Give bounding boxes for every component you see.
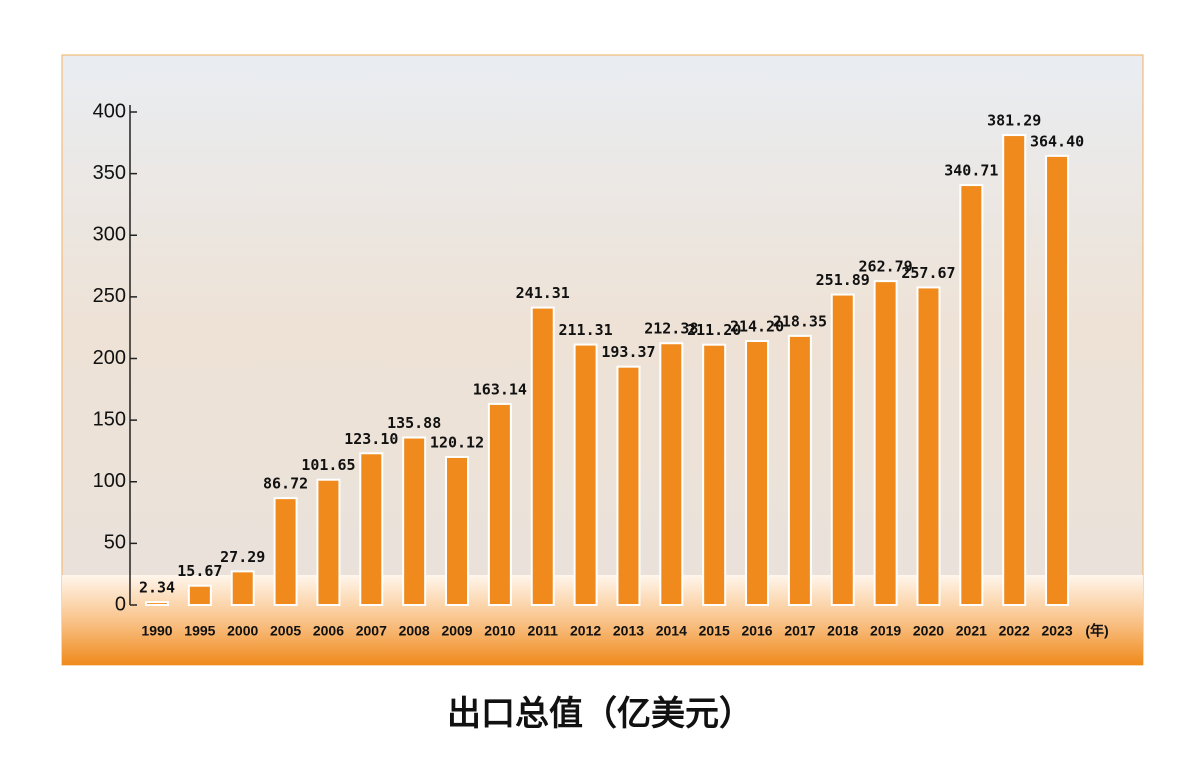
x-tick-label: 2020 (913, 623, 944, 639)
value-label: 257.67 (901, 264, 955, 282)
value-label: 135.88 (387, 414, 441, 432)
x-tick-label: 2018 (827, 623, 858, 639)
y-tick-label: 200 (93, 347, 126, 369)
bar (230, 570, 255, 606)
x-tick-label: 1995 (184, 623, 215, 639)
bar (702, 343, 727, 606)
value-label: 86.72 (263, 475, 308, 493)
bar (745, 339, 770, 606)
bar (187, 584, 212, 606)
bar (145, 601, 169, 607)
value-label: 262.79 (859, 258, 913, 276)
value-label: 120.12 (430, 433, 484, 451)
bar (616, 365, 641, 606)
value-label: 193.37 (601, 343, 655, 361)
x-tick-label: 2000 (227, 623, 258, 639)
bar (359, 452, 384, 606)
y-tick-label: 100 (93, 470, 126, 492)
bar (530, 306, 555, 606)
bar (659, 342, 684, 606)
x-tick-label: 2006 (313, 623, 344, 639)
bar (959, 184, 984, 606)
bar (445, 455, 470, 606)
y-tick-label: 350 (93, 162, 126, 184)
x-tick-label: 2012 (570, 623, 601, 639)
x-tick-label: 2005 (270, 623, 301, 639)
x-tick-label: 2008 (399, 623, 430, 639)
bar (873, 280, 898, 606)
value-label: 211.31 (559, 321, 613, 339)
value-label: 2.34 (139, 579, 175, 597)
y-tick-label: 0 (115, 593, 126, 615)
y-tick-label: 150 (93, 408, 126, 430)
chart-title: 出口总值（亿美元） (447, 694, 753, 733)
value-label: 15.67 (177, 562, 222, 580)
value-label: 340.71 (944, 162, 998, 180)
x-tick-label: 2013 (613, 623, 644, 639)
x-tick-label: 2016 (741, 623, 772, 639)
bar (316, 478, 341, 606)
y-tick-label: 50 (104, 532, 126, 554)
x-tick-label: 2019 (870, 623, 901, 639)
value-label: 214.20 (730, 317, 784, 335)
x-tick-label: 2011 (528, 623, 559, 639)
bar (273, 497, 298, 607)
value-label: 218.35 (773, 312, 827, 330)
value-label: 123.10 (344, 430, 398, 448)
value-label: 211.20 (687, 321, 741, 339)
value-label: 381.29 (987, 112, 1041, 130)
y-tick-label: 300 (93, 224, 126, 246)
value-label: 241.31 (516, 284, 570, 302)
value-label: 27.29 (220, 548, 265, 566)
bar (830, 293, 855, 606)
value-label: 364.40 (1030, 132, 1084, 150)
value-label: 212.38 (644, 320, 698, 338)
x-tick-label: 2010 (484, 623, 515, 639)
x-tick-label: 2015 (699, 623, 730, 639)
bar (1002, 134, 1027, 606)
y-tick-label: 250 (93, 285, 126, 307)
x-tick-label: 2021 (956, 623, 987, 639)
value-label: 163.14 (473, 380, 527, 398)
x-tick-label: 2009 (441, 623, 472, 639)
value-label: 251.89 (816, 271, 870, 289)
bar (787, 334, 812, 606)
x-axis-label: (年) (1085, 623, 1108, 639)
x-tick-label: 2014 (656, 623, 687, 639)
value-label: 101.65 (301, 456, 355, 474)
bar (487, 402, 512, 607)
bar (1045, 154, 1070, 606)
x-tick-label: 2022 (999, 623, 1030, 639)
x-tick-label: 2023 (1041, 623, 1072, 639)
bar (916, 286, 941, 606)
bar (402, 436, 427, 606)
bar (573, 343, 598, 606)
y-tick-label: 400 (93, 100, 126, 122)
x-tick-label: 1990 (141, 623, 172, 639)
x-tick-label: 2007 (356, 623, 387, 639)
x-tick-label: 2017 (784, 623, 815, 639)
